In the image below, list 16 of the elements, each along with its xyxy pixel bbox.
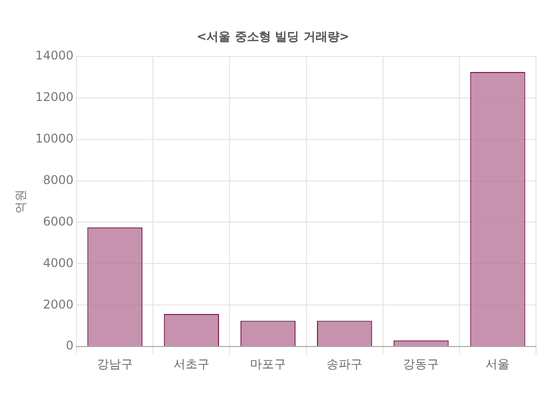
x-tick-label: 강남구	[96, 356, 133, 371]
y-tick-label: 6000	[43, 214, 74, 228]
x-tick-label: 서울	[486, 356, 510, 371]
y-tick-label: 8000	[43, 172, 74, 187]
y-tick-label: 4000	[43, 256, 74, 270]
y-tick-label: 2000	[43, 297, 74, 312]
y-axis-title: 억원	[13, 190, 28, 214]
x-tick-label: 마포구	[250, 356, 286, 371]
y-tick-label: 14000	[35, 48, 74, 63]
chart-title: <서울 중소형 빌딩 거래량>	[196, 29, 350, 44]
x-tick-label: 송파구	[326, 356, 363, 371]
y-tick-label: 10000	[35, 131, 74, 146]
y-tick-label: 12000	[35, 90, 74, 104]
y-tick-label: 0	[66, 338, 74, 353]
x-tick-label: 강동구	[403, 356, 440, 371]
x-tick-label: 서초구	[173, 356, 210, 371]
